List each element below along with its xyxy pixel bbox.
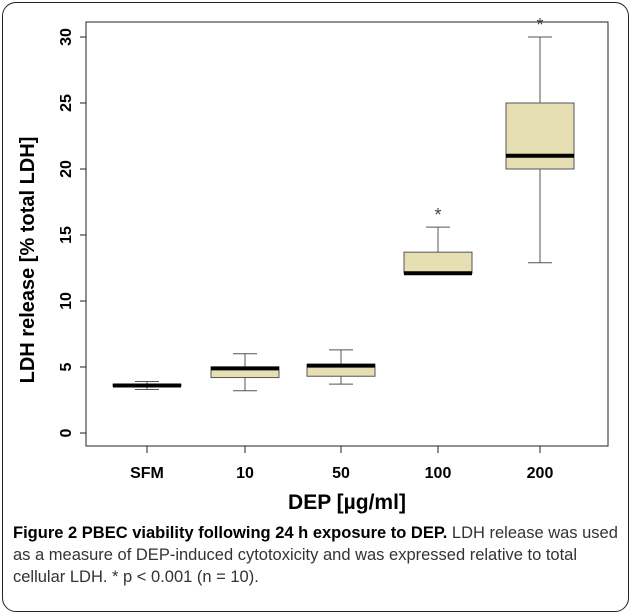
y-tick-label: 30 (58, 28, 75, 46)
significance-marker: * (536, 15, 543, 35)
boxes: ** (112, 15, 575, 392)
caption-title: PBEC viability following 24 h exposure t… (81, 524, 448, 542)
x-tick-label: 50 (332, 465, 350, 482)
y-tick-label: 20 (58, 160, 75, 178)
x-tick-label: 200 (527, 465, 554, 482)
box-SFM (112, 381, 182, 390)
box-50 (306, 349, 376, 385)
box-200: * (505, 15, 575, 264)
y-tick-label: 0 (58, 428, 75, 437)
box-iqr (505, 102, 575, 170)
y-axis: 0 5 10 15 20 25 30 (58, 28, 86, 437)
box-10 (210, 353, 280, 392)
caption-label: Figure 2 (13, 524, 78, 542)
y-tick-label: 25 (58, 94, 75, 112)
plot-area-border (85, 21, 609, 447)
x-tick-label: 10 (236, 465, 254, 482)
box-100: * (403, 205, 473, 276)
caption-text: LDH release was used as a measure of DEP… (13, 524, 618, 586)
x-axis-label: DEP [µg/ml] (288, 491, 406, 514)
figure-caption: Figure 2 PBEC viability following 24 h e… (13, 522, 623, 588)
x-tick-label: SFM (130, 465, 164, 482)
y-tick-label: 5 (58, 362, 75, 371)
y-tick-label: 15 (58, 226, 75, 244)
box-iqr (403, 251, 473, 274)
x-axis: SFM 10 50 100 200 (130, 446, 553, 482)
y-tick-label: 10 (58, 292, 75, 310)
x-tick-label: 100 (425, 465, 452, 482)
significance-marker: * (434, 205, 441, 225)
y-axis-label: LDH release [% total LDH] (17, 137, 39, 384)
